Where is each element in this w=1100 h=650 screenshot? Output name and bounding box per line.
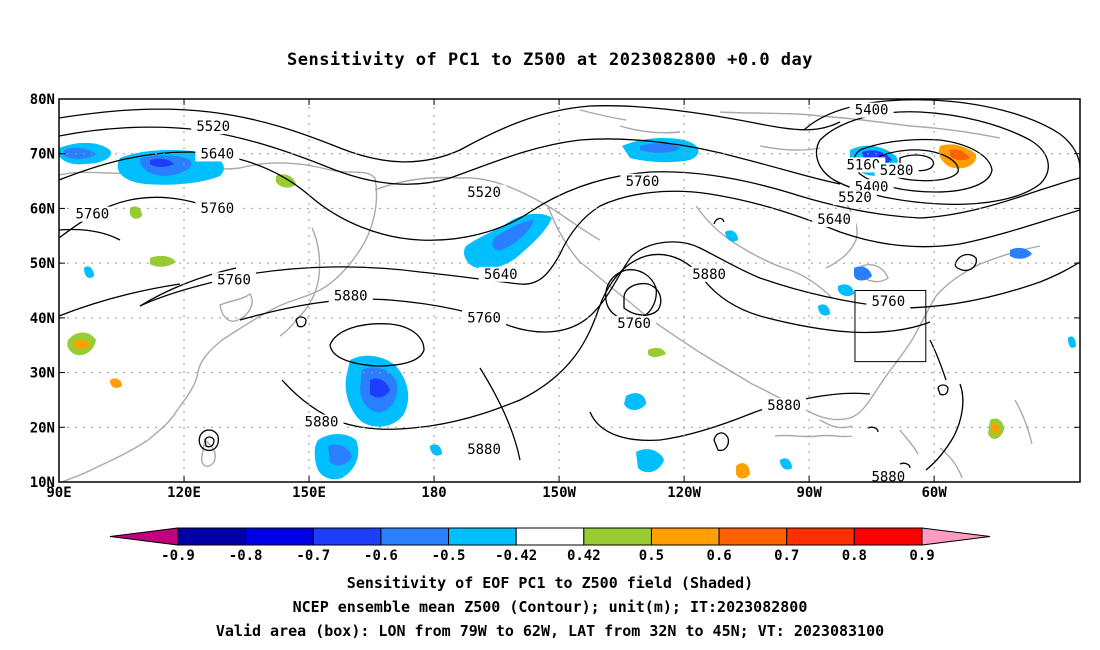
contour-label: 5760 [217, 272, 251, 288]
colorbar-bin [380, 527, 450, 546]
contour-label-bg [762, 398, 807, 414]
contour-label-bg [70, 206, 115, 222]
lat-tick-label: 10N [30, 475, 55, 491]
contour-label-bg [462, 310, 507, 326]
lon-tick-label: 90E [46, 485, 71, 501]
contour-label: 5880 [334, 289, 368, 305]
colorbar-bin [583, 527, 652, 546]
contour-label-bg [299, 414, 344, 430]
colorbar-tick-label: -0.6 [364, 548, 398, 564]
contour-label-bg [812, 212, 857, 228]
contour-label: 5880 [767, 398, 801, 414]
colorbar-over-triangle [921, 527, 991, 546]
contour-label: 5520 [838, 190, 872, 206]
caption-shading: Sensitivity of EOF PC1 to Z500 field (Sh… [346, 574, 754, 592]
colorbar-bin [718, 527, 788, 546]
caption-valid-area: Valid area (box): LON from 79W to 62W, L… [215, 622, 885, 640]
colorbar-tick-label: 0.9 [909, 548, 934, 564]
contour-label: 5280 [880, 163, 914, 179]
contour-label: 5520 [467, 185, 501, 201]
colorbar-bin [650, 527, 720, 546]
contour-label-bg [832, 190, 877, 206]
contour-label: 5760 [626, 174, 660, 190]
contour-label-bg [478, 266, 523, 282]
contour-label-bg [841, 157, 886, 173]
coastlines [59, 109, 1041, 482]
contour-label: 5520 [196, 119, 230, 135]
lon-tick-label: 120W [667, 485, 701, 501]
contour-label-bg [687, 266, 732, 282]
contour-label: 5160 [846, 157, 880, 173]
colorbar-bin [853, 527, 923, 546]
colorbar-bin [786, 527, 855, 546]
colorbar-tick-label: -0.9 [161, 548, 195, 564]
colorbar-tick-label: -0.7 [296, 548, 330, 564]
valid-area-box [854, 290, 927, 363]
lat-tick-label: 50N [30, 256, 55, 272]
contour-label: 5880 [305, 415, 339, 431]
contour-label-bg [866, 469, 911, 485]
contour-label: 5760 [871, 294, 905, 310]
colorbar-under-triangle [109, 527, 179, 546]
colorbar-bin [448, 527, 517, 546]
sensitivity-shading [59, 138, 1076, 480]
contour-label-bg [195, 201, 240, 217]
colorbar-tick-label: 0.8 [842, 548, 867, 564]
contour-label: 5640 [817, 212, 851, 228]
colorbar-tick-label: 0.6 [706, 548, 731, 564]
lat-tick-label: 20N [30, 420, 55, 436]
map-frame [58, 98, 1081, 483]
contour-label: 5640 [200, 146, 234, 162]
contour-label-bg [612, 316, 657, 332]
lon-tick-label: 120E [167, 485, 201, 501]
lon-tick-label: 150E [292, 485, 326, 501]
caption-contour: NCEP ensemble mean Z500 (Contour); unit(… [292, 598, 808, 616]
lat-tick-label: 70N [30, 147, 55, 163]
lon-tick-label: 60W [921, 485, 947, 501]
contour-label-bg [462, 184, 507, 200]
lon-tick-label: 90W [796, 485, 822, 501]
contour-label-bg [849, 102, 894, 118]
figure-title: Sensitivity of PC1 to Z500 at 2023082800… [286, 50, 813, 70]
colorbar-tick-label: -0.5 [432, 548, 466, 564]
colorbar-tick-label: 0.42 [567, 548, 601, 564]
valid-area-box-layer [854, 290, 927, 363]
colorbar-bin [515, 527, 585, 546]
contour-label: 5760 [617, 316, 651, 332]
colorbar-tick-label: 0.7 [774, 548, 799, 564]
lat-tick-label: 40N [30, 311, 55, 327]
contour-label-bg [212, 272, 257, 288]
lat-tick-label: 60N [30, 201, 55, 217]
contour-label-bg [866, 294, 911, 310]
contour-label-bg [874, 162, 919, 178]
colorbar: -0.9 -0.8 -0.7 -0.6 -0.5 -0.42 0.42 0.5 0.6 0.7 0.… [109, 527, 991, 564]
contour-label: 5760 [200, 201, 234, 217]
colorbar-tick-label: -0.8 [229, 548, 263, 564]
colorbar-bin [177, 527, 247, 546]
contour-label: 5640 [484, 267, 518, 283]
colorbar-bin [312, 527, 382, 546]
colorbar-tick-label: -0.42 [495, 548, 537, 564]
contour-labels: 5520 5640 5760 5760 5760 5880 5880 5880 5520 5640… [70, 102, 919, 485]
colorbar-bin [245, 527, 314, 546]
contour-label-bg [328, 288, 373, 304]
contour-label: 5760 [467, 311, 501, 327]
contour-label: 5880 [692, 267, 726, 283]
lat-tick-label: 80N [30, 92, 55, 108]
lon-tick-label: 150W [542, 485, 576, 501]
colorbar-tick-label: 0.5 [639, 548, 664, 564]
contour-label: 5880 [871, 469, 905, 485]
contour-label-bg [191, 119, 236, 135]
contour-label-bg [462, 441, 507, 457]
contour-label: 5400 [855, 103, 889, 119]
contour-label: 5760 [75, 207, 109, 223]
lat-tick-label: 30N [30, 366, 55, 382]
contour-label-bg [195, 146, 240, 162]
contour-label: 5880 [467, 442, 501, 458]
axis-ticks: 10N 20N 30N 40N 50N 60N 70N 80N 90E 120E 150E 180 15… [30, 92, 1080, 501]
lon-tick-label: 180 [421, 485, 446, 501]
contour-label-bg [620, 173, 665, 189]
